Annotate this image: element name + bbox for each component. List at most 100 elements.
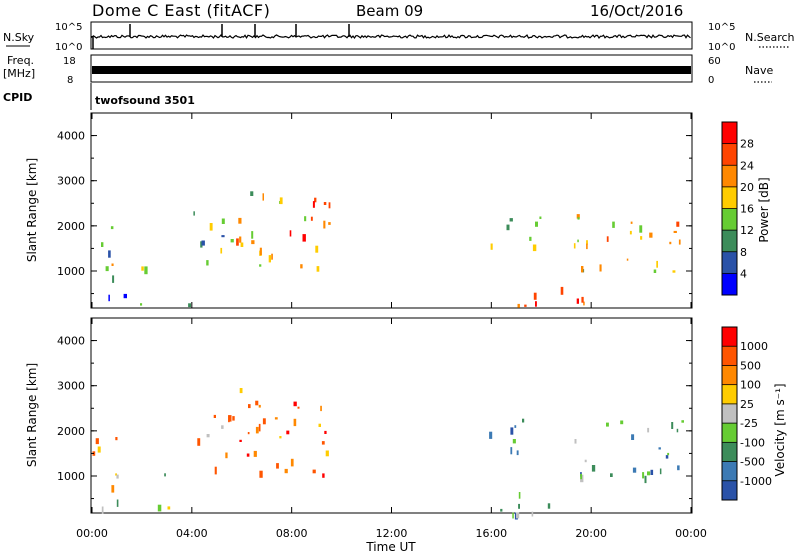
range-time-cell (253, 450, 257, 457)
range-tick-label: 3000 (57, 175, 85, 188)
colorbar-segment (722, 273, 737, 296)
range-time-cell (591, 465, 596, 472)
velocity-colorbar-label: Velocity [m s⁻¹] (773, 383, 787, 476)
range-time-cell (255, 426, 259, 434)
colorbar-segment (722, 480, 737, 501)
range-time-cell (656, 260, 658, 268)
range-time-cell (573, 243, 576, 249)
range-time-cell (535, 301, 537, 307)
range-time-cell (167, 506, 171, 510)
range-time-cell (271, 253, 273, 260)
velocity-colorbar: 1000 500 100 25 -25 -100 -500 -1000 (721, 326, 772, 501)
range-time-cell (489, 431, 493, 439)
power-data-layer (101, 191, 681, 308)
range-time-cell (111, 263, 114, 266)
range-time-cell (650, 469, 654, 475)
range-time-cell (110, 226, 114, 230)
range-time-cell (240, 242, 244, 247)
time-tick-label: 04:00 (176, 527, 208, 540)
range-time-cell (247, 432, 250, 435)
range-time-cell (323, 202, 327, 205)
range-time-cell (500, 508, 503, 512)
colorbar-segment (722, 442, 737, 462)
range-time-cell (164, 473, 166, 477)
range-time-cell (586, 240, 588, 245)
noise-tick-left-bottom: 10^0 (55, 42, 82, 53)
range-time-cell (97, 446, 101, 453)
cpid-label: CPID (3, 91, 32, 104)
noise-panel-frame (90, 21, 693, 50)
velocity-axes: 1000 2000 3000 4000 (57, 318, 692, 513)
range-time-cell (580, 473, 582, 480)
range-time-cell (101, 506, 104, 514)
range-time-cell (629, 230, 632, 235)
range-time-cell (239, 439, 242, 442)
freq-tick-top: 18 (63, 56, 76, 67)
power-colorbar: 4 8 12 16 20 24 28 (721, 121, 754, 296)
range-time-cell (314, 197, 317, 203)
range-time-cell (279, 436, 282, 439)
range-time-cell (620, 420, 624, 425)
freq-panel-frame (90, 54, 693, 83)
range-time-cell (112, 275, 115, 283)
range-time-cell (676, 428, 679, 433)
range-time-cell (289, 230, 292, 237)
range-time-cell (230, 239, 234, 243)
range-time-cell (649, 232, 653, 238)
range-time-cell (531, 511, 534, 517)
range-time-cell (518, 503, 520, 509)
colorbar-tick-label: -1000 (740, 475, 772, 488)
colorbar-segment (722, 327, 737, 347)
noise-tick-right-bottom: 10^0 (708, 42, 735, 53)
range-time-cell (640, 236, 643, 240)
time-tick-label: 12:00 (376, 527, 408, 540)
time-axis: 00:00 04:00 08:00 12:00 16:00 20:00 00:00 (76, 527, 707, 540)
range-time-cell (213, 414, 216, 418)
range-time-cell (236, 238, 239, 246)
nave-label: Nave (745, 64, 773, 77)
range-time-cell (259, 247, 262, 256)
range-time-cell (517, 303, 520, 308)
colorbar-tick-label: 500 (740, 359, 761, 372)
range-time-cell (239, 388, 243, 394)
range-time-cell (268, 255, 271, 263)
range-time-cell (584, 459, 587, 463)
colorbar-segment (722, 251, 737, 274)
range-time-cell (206, 260, 209, 266)
noise-line (91, 34, 691, 40)
range-time-cell (490, 243, 493, 250)
range-time-cell (518, 492, 521, 499)
range-time-cell (677, 465, 680, 471)
range-time-cell (116, 474, 119, 479)
range-time-cell (612, 221, 615, 228)
range-time-cell (577, 217, 580, 220)
range-time-cell (514, 425, 517, 428)
range-time-cell (312, 201, 315, 208)
range-time-cell (259, 470, 263, 478)
range-time-cell (250, 191, 254, 196)
power-panel-frame (90, 112, 693, 309)
colorbar-tick-label: 1000 (740, 340, 768, 353)
range-time-cell (279, 197, 283, 205)
colorbar-segment (722, 208, 737, 231)
freq-unit-label: [MHz] (3, 67, 35, 80)
range-time-cell (225, 452, 228, 459)
colorbar-segment (722, 423, 737, 443)
range-time-cell (324, 430, 327, 434)
colorbar-tick-label: -500 (740, 456, 765, 469)
range-time-cell (258, 423, 261, 432)
range-time-cell (293, 401, 297, 407)
range-time-cell (678, 239, 681, 245)
station-title: Dome C East (fitACF) (92, 1, 270, 20)
range-tick-label: 3000 (57, 380, 85, 393)
colorbar-tick-label: 28 (740, 138, 754, 151)
colorbar-tick-label: 20 (740, 181, 754, 194)
range-time-cell (259, 264, 262, 267)
range-time-cell (248, 404, 251, 409)
range-time-cell (95, 438, 99, 445)
range-time-cell (581, 296, 584, 303)
range-time-cell (524, 304, 527, 307)
range-time-cell (606, 236, 609, 242)
colorbar-segment (722, 365, 737, 385)
colorbar-tick-label: 12 (740, 224, 754, 237)
